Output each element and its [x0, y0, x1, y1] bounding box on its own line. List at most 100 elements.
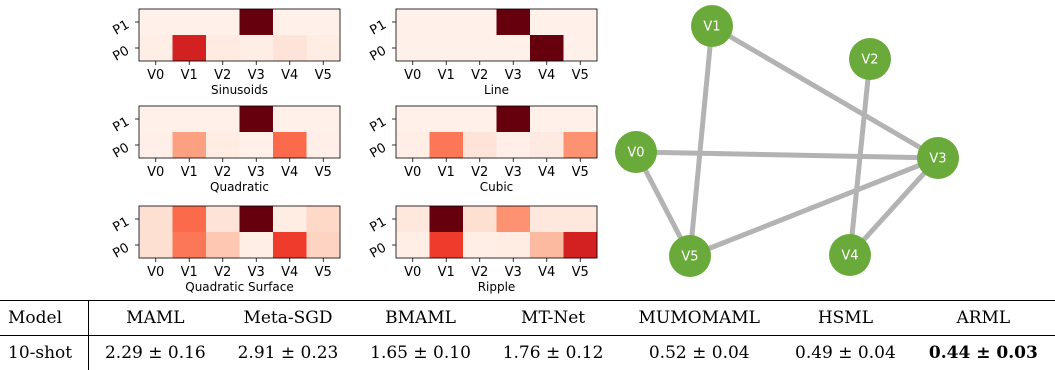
- heatmap-cell: [172, 206, 207, 233]
- x-tick-label: V2: [214, 68, 231, 83]
- heatmap-frame: [395, 105, 598, 159]
- graph-edges: [633, 23, 941, 259]
- header-cell-meta-sgd: Meta-SGD: [221, 300, 355, 336]
- x-tick-label: V4: [538, 265, 555, 280]
- cell-mt-net: 1.76 ± 0.12: [502, 343, 604, 363]
- node-v4: V4: [829, 234, 871, 276]
- x-tick-label: V2: [471, 265, 488, 280]
- x-tick-label: V2: [471, 165, 488, 180]
- heatmap-title: Sinusoids: [211, 83, 268, 97]
- heatmap-cell: [429, 106, 464, 133]
- heatmap-cell: [563, 206, 598, 233]
- node-circle: [829, 234, 871, 276]
- node-v0: V0: [615, 131, 657, 173]
- x-tick-label: V3: [248, 165, 265, 180]
- heatmap-line: P1 P0 V0 V1 V2 V3 V4 V5 Line: [368, 8, 598, 97]
- heatmap-frame: [395, 205, 598, 259]
- x-tick-label: V0: [147, 165, 164, 180]
- node-v1: V1: [691, 5, 733, 47]
- heatmap-cell: [139, 206, 173, 233]
- x-tick-label: V2: [214, 165, 231, 180]
- node-v2: V2: [849, 38, 891, 80]
- x-tick-label: V3: [505, 165, 522, 180]
- cell-bmaml: 1.65 ± 0.10: [370, 343, 471, 363]
- heatmap-cell: [563, 9, 598, 36]
- y-tick-label: P1: [368, 114, 389, 135]
- heatmap-cell: [496, 106, 531, 133]
- heatmap-cell: [396, 106, 430, 133]
- heatmap-frame: [138, 205, 341, 259]
- node-v5: V5: [669, 235, 711, 277]
- node-label: V0: [627, 146, 644, 161]
- heatmap-cell: [429, 206, 464, 233]
- header-cell-mumomaml: MUMOMAML: [619, 300, 780, 336]
- x-tick-label: V1: [181, 165, 198, 180]
- node-label: V3: [929, 152, 946, 167]
- heatmap-cell: [239, 132, 274, 159]
- edge-v0-v3: [633, 149, 941, 161]
- x-tick-label: V4: [538, 165, 555, 180]
- heatmap-cell: [563, 35, 598, 62]
- heatmap-cell: [273, 232, 307, 259]
- heatmap-cell: [463, 35, 497, 62]
- heatmap-cell: [396, 232, 430, 259]
- heatmap-cell: [139, 35, 173, 62]
- heatmap-cell: [429, 35, 464, 62]
- x-tick-label: V1: [438, 68, 455, 83]
- y-tick-label: P1: [111, 17, 132, 38]
- heatmap-cell: [139, 232, 173, 259]
- header-cell-hsml: HSML: [779, 300, 912, 336]
- cell-hsml: 0.49 ± 0.04: [795, 343, 896, 363]
- heatmap-cell: [463, 106, 497, 133]
- heatmap-cell: [239, 106, 274, 133]
- edge-v3-v4: [847, 155, 941, 258]
- heatmap-cell: [429, 232, 464, 259]
- edge-v1-v5: [687, 23, 715, 259]
- node-label: V5: [681, 250, 698, 265]
- heatmap-sinusoids: P1 P0 V0 V1 V2 V3 V4 V5 Sinusoids: [111, 8, 341, 97]
- x-tick-label: V5: [315, 265, 332, 280]
- x-tick-label: V4: [538, 68, 555, 83]
- heatmap-cell: [429, 132, 464, 159]
- heatmap-title: Quadratic: [210, 180, 269, 194]
- heatmap-title: Cubic: [480, 180, 514, 194]
- heatmap-cell: [396, 206, 430, 233]
- heatmap-cell: [396, 132, 430, 159]
- heatmap-quadratic: P1 P0 V0 V1 V2 V3 V4 V5 Quadratic: [111, 105, 341, 194]
- heatmap-cell: [563, 106, 598, 133]
- y-tick-label: P1: [111, 214, 132, 235]
- heatmap-cell: [139, 106, 173, 133]
- heatmap-cell: [172, 232, 207, 259]
- heatmap-cell: [530, 132, 564, 159]
- x-tick-label: V1: [438, 165, 455, 180]
- heatmap-cell: [239, 9, 274, 36]
- heatmap-cell: [496, 132, 531, 159]
- heatmap-title: Quadratic Surface: [185, 280, 293, 294]
- heatmap-title: Ripple: [478, 280, 516, 294]
- heatmap-quadratic-surface: P1 P0 V0 V1 V2 V3 V4 V5 Quadratic Surface: [111, 205, 341, 294]
- heatmap-cell: [563, 232, 598, 259]
- heatmap-cell: [306, 206, 341, 233]
- heatmap-cubic: P1 P0 V0 V1 V2 V3 V4 V5 Cubic: [368, 105, 598, 194]
- y-tick-label: P0: [368, 240, 389, 261]
- y-tick-label: P0: [368, 140, 389, 161]
- heatmap-cell: [463, 206, 497, 233]
- cell-meta-sgd: 2.91 ± 0.23: [237, 343, 339, 363]
- heatmap-cell: [273, 106, 307, 133]
- header-cell-arml: ARML: [911, 300, 1055, 336]
- heatmap-cell: [172, 35, 207, 62]
- heatmap-cell: [239, 206, 274, 233]
- y-tick-label: P0: [111, 43, 132, 64]
- heatmap-cell: [429, 9, 464, 36]
- x-tick-label: V5: [572, 165, 589, 180]
- x-tick-label: V0: [147, 68, 164, 83]
- x-tick-label: V1: [181, 265, 198, 280]
- heatmap-cell: [306, 232, 341, 259]
- y-tick-label: P1: [111, 114, 132, 135]
- node-label: V1: [703, 20, 720, 35]
- x-tick-label: V5: [315, 68, 332, 83]
- heatmap-cell: [530, 35, 564, 62]
- heatmap-cell: [206, 232, 240, 259]
- x-tick-label: V3: [248, 68, 265, 83]
- heatmap-cell: [496, 232, 531, 259]
